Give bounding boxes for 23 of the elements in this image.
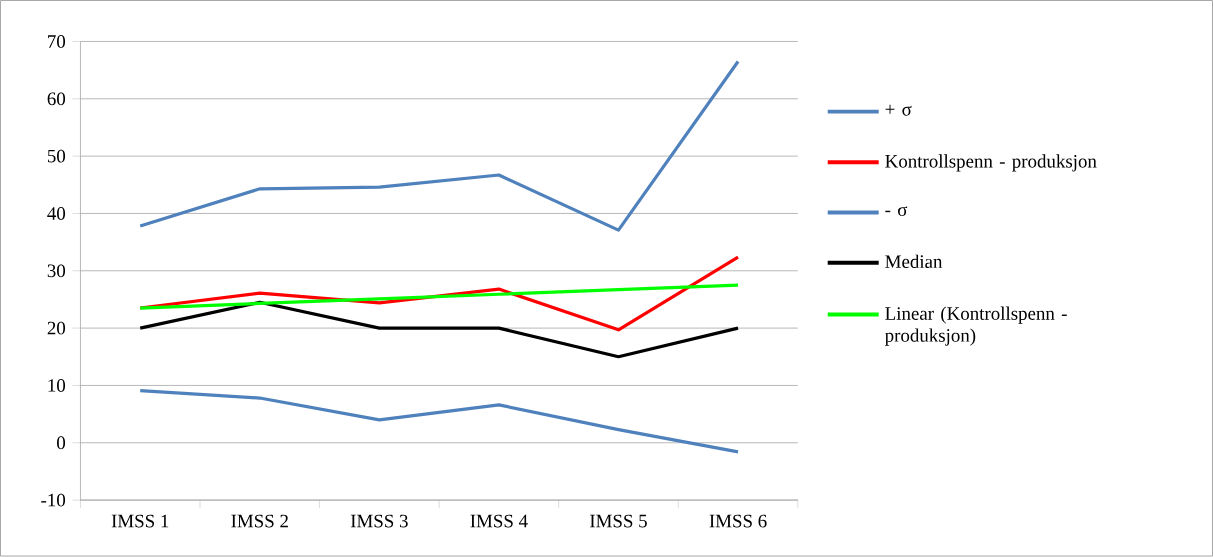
line-series xyxy=(138,389,740,454)
x-tick-label: IMSS 4 xyxy=(470,514,528,528)
x-tick-label: IMSS 5 xyxy=(590,514,647,528)
y-tick-label: -10 xyxy=(41,493,66,507)
y-tick-label: 40 xyxy=(47,207,66,221)
y-tick-label: 10 xyxy=(48,379,66,393)
y-tick-label: 0 xyxy=(57,436,66,450)
legend-label: Linear (Kontrollspenn - produksjon) xyxy=(884,306,1067,346)
x-tick-label: IMSS 2 xyxy=(231,514,288,528)
line-series xyxy=(138,60,740,232)
x-tick-label: IMSS 6 xyxy=(709,514,767,528)
legend-label: - σ xyxy=(885,206,908,217)
y-tick-label: 30 xyxy=(47,264,66,278)
legend-label: Median xyxy=(885,254,943,269)
legend-label: Kontrollspenn - produksjon xyxy=(885,154,1097,172)
y-tick-label: 70 xyxy=(48,35,66,49)
y-tick-label: 50 xyxy=(47,149,66,163)
x-tick-label: IMSS 3 xyxy=(350,514,408,528)
legend-label: + σ xyxy=(885,105,912,116)
line-series xyxy=(138,283,740,310)
x-tick-label: IMSS 1 xyxy=(111,514,169,528)
y-tick-label: 60 xyxy=(47,92,66,106)
y-tick-label: 20 xyxy=(47,321,66,335)
